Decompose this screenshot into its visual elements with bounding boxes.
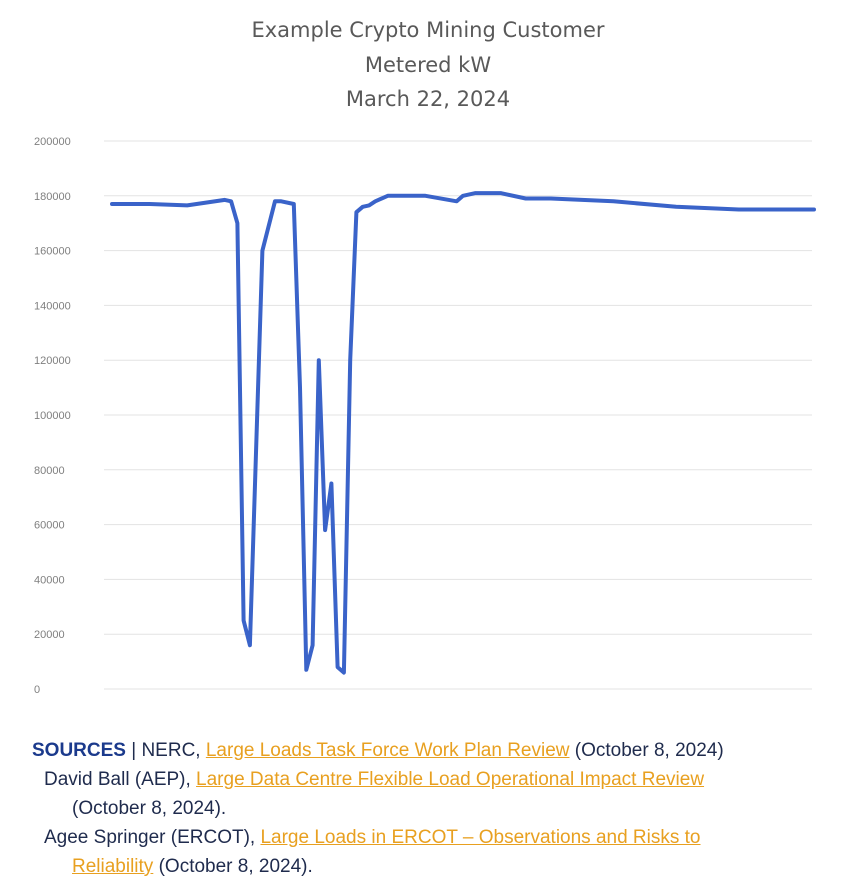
y-tick-label: 80000 [34,465,65,477]
chart-title-line: Example Crypto Mining Customer [251,18,604,42]
y-axis-ticks: 2000001800001600001400001200001000008000… [34,136,71,696]
series-line [110,191,816,675]
gridlines [104,140,812,690]
series-group [110,191,816,675]
source-link-aep[interactable]: Large Data Centre Flexible Load Operatio… [196,769,705,790]
y-tick-label: 0 [34,684,40,696]
y-tick-label: 100000 [34,410,71,422]
line-chart: Example Crypto Mining Customer Metered kW… [34,18,816,696]
chart: Example Crypto Mining Customer Metered kW… [34,18,816,696]
sources-line-3: (October 8, 2024). [32,794,856,823]
chart-title-line: Metered kW [365,53,491,77]
y-tick-label: 140000 [34,300,71,312]
sources-line-1: SOURCES | NERC, Large Loads Task Force W… [32,736,856,765]
source-author-3: Agee Springer (ERCOT), [44,827,261,848]
chart-title-line: March 22, 2024 [346,87,510,111]
sources-line-5: Reliability (October 8, 2024). [32,852,856,881]
chart-title: Example Crypto Mining Customer Metered kW… [251,18,604,111]
sources-separator: | NERC, [125,740,206,761]
y-tick-label: 160000 [34,246,71,258]
y-tick-label: 200000 [34,136,71,148]
y-tick-label: 120000 [34,355,71,367]
source-date-3: (October 8, 2024). [153,856,313,877]
y-tick-label: 180000 [34,191,71,203]
sources-line-4: Agee Springer (ERCOT), Large Loads in ER… [32,823,856,852]
source-link-nerc[interactable]: Large Loads Task Force Work Plan Review [205,740,570,761]
source-date-2: (October 8, 2024). [72,798,227,819]
y-tick-label: 20000 [34,629,65,641]
y-tick-label: 60000 [34,520,65,532]
source-link-ercot[interactable]: Large Loads in ERCOT – Observations and … [260,827,701,848]
sources-heading: SOURCES [32,740,126,761]
y-tick-label: 40000 [34,574,65,586]
sources-block: SOURCES | NERC, Large Loads Task Force W… [32,736,856,881]
source-link-ercot-cont[interactable]: Reliability [72,856,154,877]
sources-line-2: David Ball (AEP), Large Data Centre Flex… [32,765,856,794]
source-author-2: David Ball (AEP), [44,769,197,790]
source-date-1: (October 8, 2024) [569,740,724,761]
